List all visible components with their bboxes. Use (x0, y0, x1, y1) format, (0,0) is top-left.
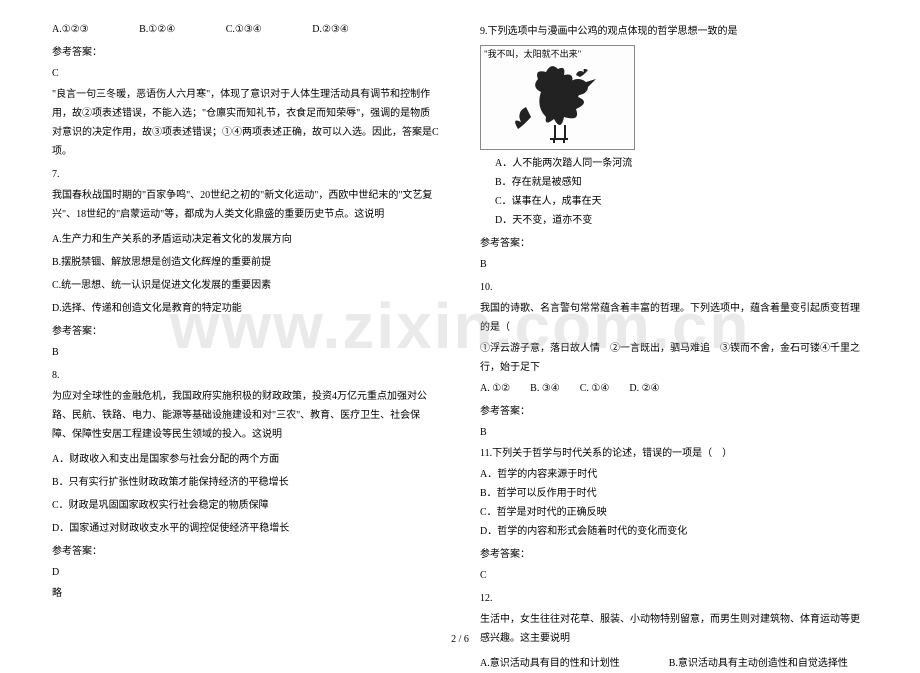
q9-opt-b: B．存在就是被感知 (480, 173, 868, 192)
explanation-6: "良言一句三冬暖，恶语伤人六月寒"，体现了意识对于人体生理活动具有调节和控制作用… (52, 85, 440, 161)
q6-opt-d: D.②③④ (312, 20, 349, 39)
q6-opt-c: C.①③④ (226, 20, 262, 39)
q11-opt-d: D．哲学的内容和形式会随着时代的变化而变化 (480, 522, 868, 541)
answer-label-8: 参考答案： (52, 542, 440, 561)
q7-number: 7. (52, 165, 440, 184)
q9-stem: 9.下列选项中与漫画中公鸡的观点体现的哲学思想一致的是 (480, 22, 868, 41)
q8-stem: 为应对全球性的金融危机，我国政府实施积极的财政政策，投资4万亿元重点加强对公路、… (52, 387, 440, 444)
answer-9: B (480, 255, 868, 274)
q9-opt-a: A．人不能两次踏人同一条河流 (480, 154, 868, 173)
q10-stem: 我国的诗歌、名言警句常常蕴含着丰富的哲理。下列选项中，蕴含着量变引起质变哲理的是… (480, 299, 868, 337)
right-column: 9.下列选项中与漫画中公鸡的观点体现的哲学思想一致的是 "我不叫，太阳就不出来"… (460, 20, 880, 641)
q12-number: 12. (480, 589, 868, 608)
q6-opt-b: B.①②④ (139, 20, 175, 39)
q11-opt-b: B．哲学可以反作用于时代 (480, 484, 868, 503)
q6-options: A.①②③ B.①②④ C.①③④ D.②③④ (52, 20, 440, 39)
answer-label-6: 参考答案： (52, 43, 440, 62)
q8-opt-c: C．财政是巩固国家政权实行社会稳定的物质保障 (52, 496, 440, 515)
q8-opt-d: D．国家通过对财政收支水平的调控促使经济平稳增长 (52, 519, 440, 538)
q9-opt-d: D．天不变，道亦不变 (480, 211, 868, 230)
q10-choices: A. ①② B. ③④ C. ①④ D. ②④ (480, 379, 868, 398)
answer-label-10: 参考答案： (480, 402, 868, 421)
rooster-icon (506, 57, 616, 147)
page-footer: 2 / 6 (0, 634, 920, 645)
answer-6: C (52, 64, 440, 83)
answer-11: C (480, 566, 868, 585)
q7-opt-b: B.摆脱禁锢、解放思想是创造文化辉煌的重要前提 (52, 253, 440, 272)
q7-opt-c: C.统一思想、统一认识是促进文化发展的重要因素 (52, 276, 440, 295)
q12-opt-b: B.意识活动具有主动创造性和自觉选择性 (669, 654, 848, 673)
q12-options-row: A.意识活动具有目的性和计划性 B.意识活动具有主动创造性和自觉选择性 (480, 654, 868, 673)
q8-opt-b: B．只有实行扩张性财政政策才能保持经济的平稳增长 (52, 473, 440, 492)
answer-label-11: 参考答案： (480, 545, 868, 564)
q11-stem: 11.下列关于哲学与时代关系的论述，错误的一项是（ ） (480, 444, 868, 463)
q10-options-line: ①浮云游子意，落日故人情 ②一言既出，驷马难追 ③锲而不舍，金石可镂④千里之行，… (480, 339, 868, 377)
answer-label-9: 参考答案： (480, 234, 868, 253)
q8-opt-a: A．财政收入和支出是国家参与社会分配的两个方面 (52, 450, 440, 469)
left-column: A.①②③ B.①②④ C.①③④ D.②③④ 参考答案： C "良言一句三冬暖… (40, 20, 460, 641)
answer-8: D (52, 563, 440, 582)
q7-opt-d: D.选择、传递和创造文化是教育的特定功能 (52, 299, 440, 318)
q8-number: 8. (52, 366, 440, 385)
q11-opt-a: A．哲学的内容来源于时代 (480, 465, 868, 484)
page-container: A.①②③ B.①②④ C.①③④ D.②③④ 参考答案： C "良言一句三冬暖… (0, 0, 920, 651)
q9-opt-c: C．谋事在人，成事在天 (480, 192, 868, 211)
q6-opt-a: A.①②③ (52, 20, 89, 39)
answer-label-7: 参考答案： (52, 322, 440, 341)
rooster-cartoon: "我不叫，太阳就不出来" (480, 45, 635, 150)
answer-10: B (480, 423, 868, 442)
q7-stem: 我国春秋战国时期的"百家争鸣"、20世纪之初的"新文化运动"，西欧中世纪末的"文… (52, 186, 440, 224)
q7-opt-a: A.生产力和生产关系的矛盾运动决定着文化的发展方向 (52, 230, 440, 249)
q10-number: 10. (480, 278, 868, 297)
note-8: 略 (52, 584, 440, 603)
q12-opt-a: A.意识活动具有目的性和计划性 (480, 654, 666, 673)
answer-7: B (52, 343, 440, 362)
q11-opt-c: C．哲学是对时代的正确反映 (480, 503, 868, 522)
